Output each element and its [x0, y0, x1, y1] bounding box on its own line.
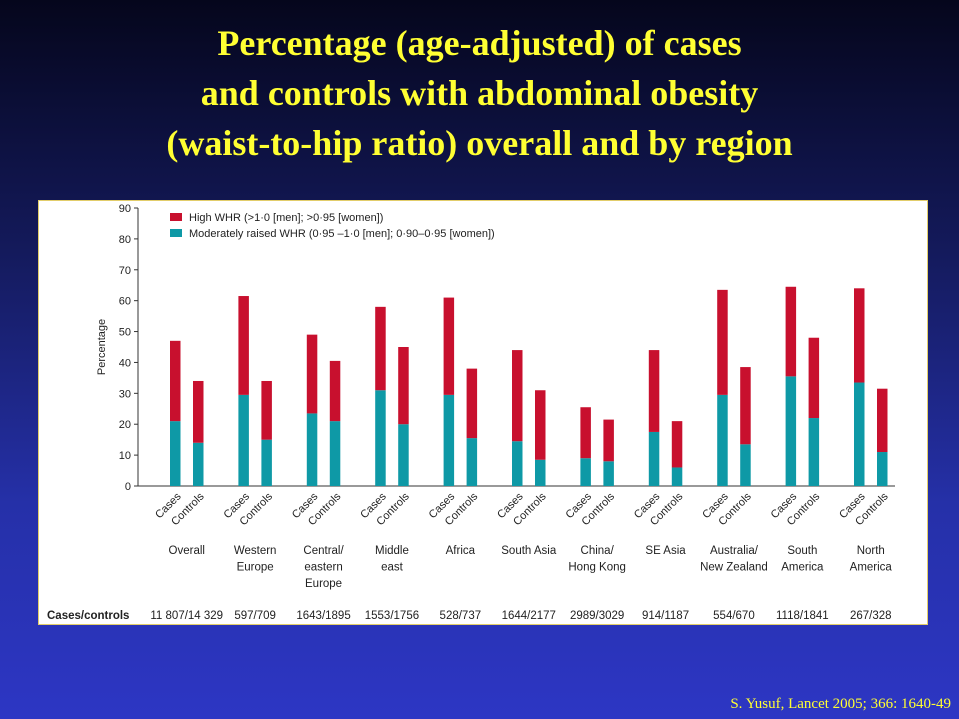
title-line-3: (waist-to-hip ratio) overall and by regi… [166, 123, 793, 163]
y-tick-label-90: 90 [119, 203, 131, 215]
category-label-3-1: east [381, 562, 404, 574]
bar-moderate-cases-2 [306, 413, 318, 486]
category-label-6-1: Hong Kong [568, 562, 626, 574]
counts-row-title: Cases/controls [47, 610, 129, 622]
bar-moderate-cases-10 [854, 382, 865, 486]
count-label-9: 1118/1841 [776, 610, 829, 622]
y-tick-label-60: 60 [119, 296, 131, 308]
bar-high-controls-2 [329, 360, 341, 422]
category-label-4-0: Africa [446, 545, 476, 557]
bar-moderate-controls-3 [398, 424, 409, 486]
category-label-8-0: Australia/ [710, 545, 759, 557]
legend-label-0: High WHR (>1·0 [men]; >0·95 [women]) [189, 212, 383, 224]
count-label-8: 554/670 [713, 610, 755, 622]
category-label-8-1: New Zealand [700, 562, 768, 574]
title-line-1: Percentage (age-adjusted) of cases [217, 23, 742, 63]
bar-high-cases-7 [648, 350, 660, 432]
y-tick-label-70: 70 [119, 265, 131, 277]
category-label-1-0: Western [234, 545, 277, 557]
bar-high-cases-9 [785, 286, 797, 377]
category-label-9-0: South [787, 545, 817, 557]
count-label-6: 2989/3029 [570, 610, 624, 622]
chart-panel: 0 10 20 30 40 50 60 70 80 90 Percentage Cases Contr… [38, 200, 928, 625]
category-label-7-0: SE Asia [645, 545, 686, 557]
bar-high-controls-5 [535, 390, 546, 460]
bar-high-cases-3 [375, 306, 386, 391]
legend-swatch-0 [170, 213, 182, 221]
category-label-2-2: Europe [305, 578, 342, 590]
bar-high-controls-0 [193, 380, 204, 443]
bar-moderate-controls-1 [261, 439, 272, 486]
count-label-10: 267/328 [850, 610, 892, 622]
bar-moderate-controls-2 [329, 421, 341, 486]
bar-high-cases-8 [717, 289, 728, 395]
count-label-5: 1644/2177 [502, 610, 556, 622]
bar-moderate-controls-10 [877, 452, 888, 486]
category-label-10-0: North [857, 545, 885, 557]
category-label-0-0: Overall [169, 545, 205, 557]
category-label-5-0: South Asia [501, 545, 557, 557]
bar-high-controls-4 [466, 368, 478, 439]
count-label-3: 1553/1756 [365, 610, 419, 622]
category-label-1-1: Europe [237, 562, 274, 574]
count-label-0: 11 807/14 329 [150, 610, 223, 622]
category-label-2-1: eastern [304, 562, 342, 574]
bar-moderate-cases-9 [785, 376, 797, 486]
bar-moderate-cases-3 [375, 390, 386, 486]
bar-moderate-controls-7 [671, 467, 683, 486]
bar-high-cases-10 [854, 288, 865, 383]
category-label-3-0: Middle [375, 545, 409, 557]
bar-high-controls-3 [398, 347, 409, 425]
bar-moderate-cases-5 [512, 441, 523, 486]
bar-high-controls-7 [671, 421, 683, 468]
bar-high-cases-4 [443, 297, 455, 395]
y-tick-label-80: 80 [119, 234, 131, 246]
y-tick-label-40: 40 [119, 357, 131, 369]
bar-high-controls-6 [603, 419, 614, 462]
bar-high-cases-1 [238, 296, 249, 395]
bar-high-controls-8 [740, 367, 751, 445]
y-tick-label-20: 20 [119, 419, 131, 431]
bar-high-cases-6 [580, 407, 591, 459]
bar-moderate-cases-6 [580, 458, 591, 486]
category-label-9-1: America [781, 562, 824, 574]
citation: S. Yusuf, Lancet 2005; 366: 1640-49 [730, 696, 951, 712]
bar-moderate-cases-0 [170, 421, 181, 486]
bar-moderate-controls-0 [193, 442, 204, 486]
bar-moderate-cases-4 [443, 394, 455, 486]
legend-swatch-1 [170, 229, 182, 237]
y-tick-label-30: 30 [119, 388, 131, 400]
legend-label-1: Moderately raised WHR (0·95 –1·0 [men]; … [189, 228, 495, 240]
bar-high-cases-0 [170, 340, 181, 422]
category-label-2-0: Central/ [303, 545, 344, 557]
slide-title: Percentage (age-adjusted) of cases and c… [0, 18, 959, 168]
bar-moderate-cases-7 [648, 431, 660, 486]
bar-moderate-controls-4 [466, 438, 478, 486]
bar-high-controls-9 [808, 337, 820, 419]
count-label-4: 528/737 [440, 610, 482, 622]
y-tick-label-50: 50 [119, 327, 131, 339]
bar-moderate-controls-5 [535, 459, 546, 486]
category-label-10-1: America [850, 562, 893, 574]
count-label-1: 597/709 [234, 610, 276, 622]
bar-high-controls-1 [261, 380, 272, 440]
title-line-2: and controls with abdominal obesity [200, 73, 759, 113]
count-label-7: 914/1187 [642, 610, 689, 622]
bar-high-cases-2 [306, 334, 318, 414]
y-tick-label-0: 0 [125, 481, 131, 493]
y-axis-title: Percentage [96, 319, 108, 375]
bar-moderate-controls-8 [740, 444, 751, 486]
category-label-6-0: China/ [581, 545, 615, 557]
bar-moderate-cases-8 [717, 394, 728, 486]
bar-moderate-controls-6 [603, 461, 614, 486]
bar-high-controls-10 [877, 388, 888, 453]
bar-moderate-cases-1 [238, 394, 249, 486]
bar-moderate-controls-9 [808, 418, 820, 486]
bar-high-cases-5 [512, 350, 523, 442]
count-label-2: 1643/1895 [296, 610, 350, 622]
y-tick-label-10: 10 [119, 450, 131, 462]
